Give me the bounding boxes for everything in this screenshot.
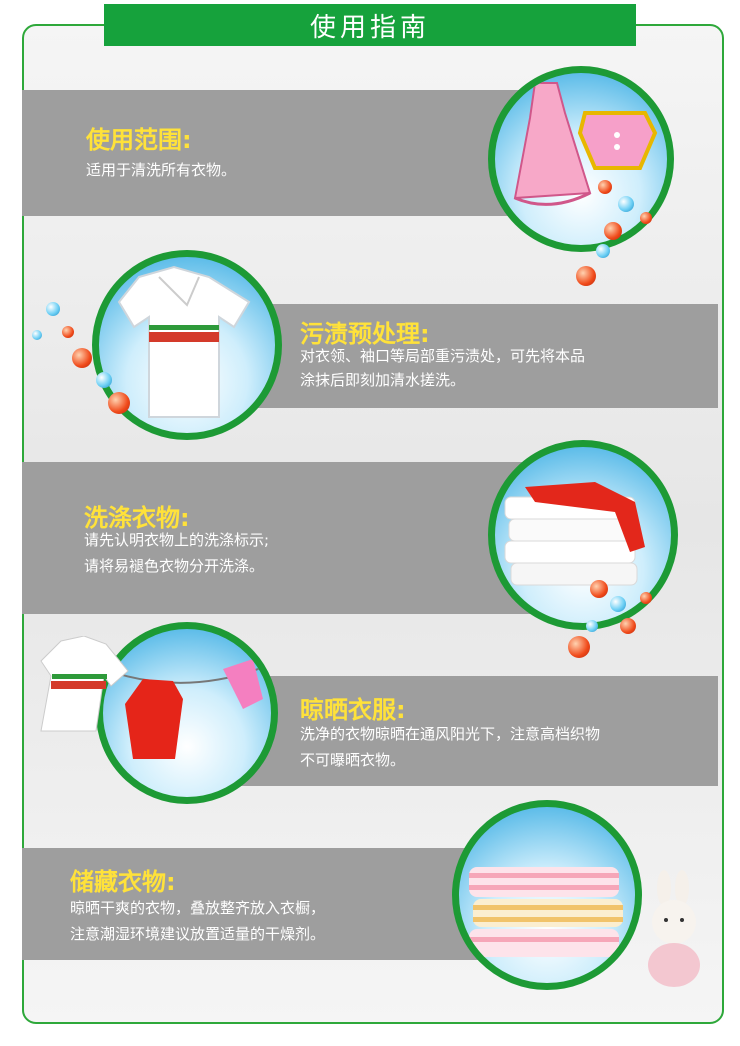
section-text-4b: 不可曝晒衣物。: [300, 751, 406, 769]
bubble-decoration: [596, 244, 610, 258]
bubble-decoration: [96, 372, 112, 388]
section-band-2: [200, 304, 718, 408]
section-text-3a: 请先认明衣物上的洗涤标示;: [84, 531, 270, 549]
dress-icon: [488, 66, 674, 252]
section-heading-1: 使用范围:: [86, 126, 192, 154]
bubble-decoration: [610, 596, 626, 612]
section-heading-2: 污渍预处理:: [300, 320, 430, 348]
bubble-decoration: [586, 620, 598, 632]
white-shirt-icon: [36, 635, 132, 736]
section-heading-3: 洗涤衣物:: [84, 504, 190, 532]
bubble-decoration: [618, 196, 634, 212]
bubble-decoration: [62, 326, 74, 338]
section-text-5b: 注意潮湿环境建议放置适量的干燥剂。: [70, 925, 326, 943]
bubble-decoration: [640, 212, 652, 224]
stacked-clothes-icon: [452, 800, 642, 990]
bubble-decoration: [604, 222, 622, 240]
section-text-1: 适用于清洗所有衣物。: [86, 161, 237, 179]
bubble-decoration: [108, 392, 130, 414]
section-band-4: [200, 676, 718, 786]
bubble-decoration: [598, 180, 612, 194]
bubble-decoration: [568, 636, 590, 658]
clothesline-icon: [96, 622, 278, 804]
section-text-3b: 请将易褪色衣物分开洗涤。: [84, 557, 265, 575]
bubble-decoration: [620, 618, 636, 634]
section-band-1: [22, 90, 542, 216]
bubble-decoration: [72, 348, 92, 368]
section-band-3: [22, 462, 542, 614]
section-text-4a: 洗净的衣物晾晒在通风阳光下，注意高档织物: [300, 725, 601, 743]
section-heading-5: 储藏衣物:: [70, 868, 176, 896]
page-title: 使用指南: [104, 4, 636, 46]
bubble-decoration: [32, 330, 42, 340]
bubble-decoration: [576, 266, 596, 286]
bunny-toy-icon: [636, 870, 712, 990]
bubble-decoration: [590, 580, 608, 598]
section-text-5a: 晾晒干爽的衣物，叠放整齐放入衣橱，: [70, 899, 326, 917]
bubble-decoration: [46, 302, 60, 316]
bubble-decoration: [640, 592, 652, 604]
section-text-2b: 涂抹后即刻加清水搓洗。: [300, 371, 466, 389]
section-heading-4: 晾晒衣服:: [300, 696, 406, 724]
section-text-2a: 对衣领、袖口等局部重污渍处，可先将本品: [300, 347, 586, 365]
